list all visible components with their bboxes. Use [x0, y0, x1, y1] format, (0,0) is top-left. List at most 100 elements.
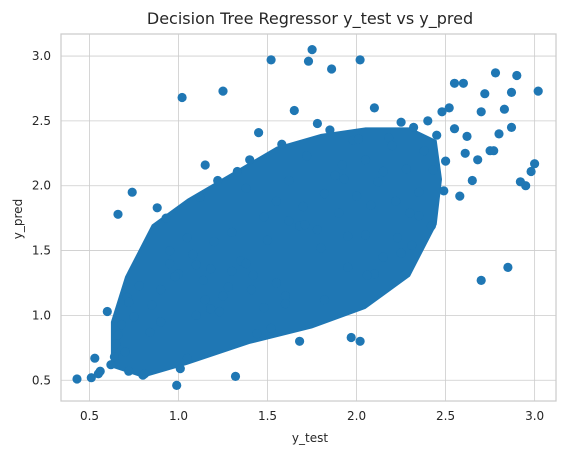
- data-point: [460, 148, 470, 158]
- data-point: [362, 270, 372, 280]
- data-point: [209, 236, 219, 247]
- data-point: [387, 140, 397, 151]
- data-point: [396, 117, 406, 127]
- data-point: [289, 105, 299, 116]
- data-point: [366, 200, 376, 210]
- data-point: [175, 364, 185, 374]
- data-point: [93, 369, 103, 379]
- data-point: [530, 159, 540, 169]
- data-point: [182, 353, 192, 363]
- data-point: [303, 56, 314, 66]
- data-point: [245, 155, 255, 165]
- data-point: [441, 156, 451, 166]
- data-point: [213, 175, 223, 186]
- data-point: [506, 87, 517, 97]
- data-point: [428, 165, 438, 175]
- x-tick-label: 1.0: [169, 409, 188, 423]
- data-point: [182, 233, 192, 243]
- data-point: [227, 266, 237, 276]
- data-points: [72, 45, 543, 390]
- data-point: [206, 304, 216, 314]
- y-axis-label: y_pred: [11, 199, 25, 239]
- data-point: [170, 271, 180, 282]
- data-point: [426, 221, 436, 231]
- data-point: [191, 260, 201, 270]
- x-axis-label: y_test: [292, 431, 328, 445]
- data-point: [102, 306, 112, 317]
- data-point: [346, 332, 356, 343]
- data-point: [259, 303, 269, 313]
- data-point: [254, 128, 264, 138]
- data-point: [165, 246, 175, 256]
- data-point: [230, 371, 241, 381]
- data-point: [312, 118, 322, 129]
- data-point: [462, 131, 472, 141]
- data-point: [280, 291, 290, 301]
- data-point: [302, 151, 312, 161]
- x-axis-ticks: 0.5 1.0 1.5 2.0 2.5 3.0: [80, 409, 544, 423]
- data-point: [188, 249, 198, 260]
- data-point: [526, 166, 536, 177]
- data-point: [419, 146, 429, 156]
- data-point: [72, 374, 82, 384]
- data-point: [476, 275, 486, 285]
- data-point: [343, 262, 353, 272]
- data-point: [206, 264, 216, 274]
- data-point: [384, 133, 394, 143]
- data-point: [152, 203, 162, 213]
- data-point: [499, 104, 509, 114]
- data-point: [177, 92, 187, 103]
- y-axis-ticks: 0.5 1.0 1.5 2.0 2.5 3.0: [32, 49, 51, 387]
- y-tick-label: 3.0: [32, 49, 51, 63]
- data-point: [449, 124, 460, 134]
- data-point: [266, 323, 276, 333]
- y-tick-label: 2.0: [32, 179, 51, 193]
- data-point: [449, 78, 460, 88]
- data-point: [515, 177, 526, 187]
- data-point: [200, 295, 210, 305]
- data-point: [392, 233, 403, 243]
- data-point: [360, 155, 371, 165]
- data-point: [360, 230, 371, 240]
- data-point: [339, 174, 349, 184]
- data-point: [494, 129, 504, 139]
- data-point: [200, 160, 210, 170]
- data-point: [409, 122, 419, 132]
- data-point: [506, 122, 517, 132]
- x-tick-label: 2.5: [436, 409, 455, 423]
- data-point: [246, 284, 257, 295]
- data-point: [533, 86, 543, 96]
- data-point: [266, 55, 276, 65]
- data-point: [343, 231, 353, 241]
- data-point: [489, 146, 499, 156]
- chart-title: Decision Tree Regressor y_test vs y_pred: [147, 9, 473, 29]
- data-point: [191, 310, 201, 320]
- data-point: [432, 130, 442, 140]
- data-point: [271, 278, 281, 288]
- data-point: [172, 380, 182, 390]
- data-point: [223, 282, 233, 292]
- data-point: [512, 70, 522, 81]
- data-point: [325, 125, 335, 135]
- data-point: [218, 86, 228, 96]
- data-point: [300, 220, 310, 230]
- data-point: [259, 212, 269, 222]
- data-point: [353, 134, 363, 144]
- plot-frame: [60, 33, 557, 402]
- x-tick-label: 0.5: [80, 409, 99, 423]
- data-point: [277, 139, 287, 149]
- data-point: [312, 225, 322, 235]
- data-point: [391, 196, 401, 206]
- data-point: [503, 262, 513, 272]
- data-point: [352, 191, 362, 201]
- y-tick-label: 1.5: [32, 244, 51, 258]
- y-tick-label: 2.5: [32, 114, 51, 128]
- data-point: [444, 103, 454, 113]
- x-tick-label: 1.5: [258, 409, 277, 423]
- data-point: [437, 107, 447, 117]
- y-tick-label: 0.5: [32, 373, 51, 387]
- data-point: [214, 306, 225, 317]
- data-point: [473, 155, 483, 165]
